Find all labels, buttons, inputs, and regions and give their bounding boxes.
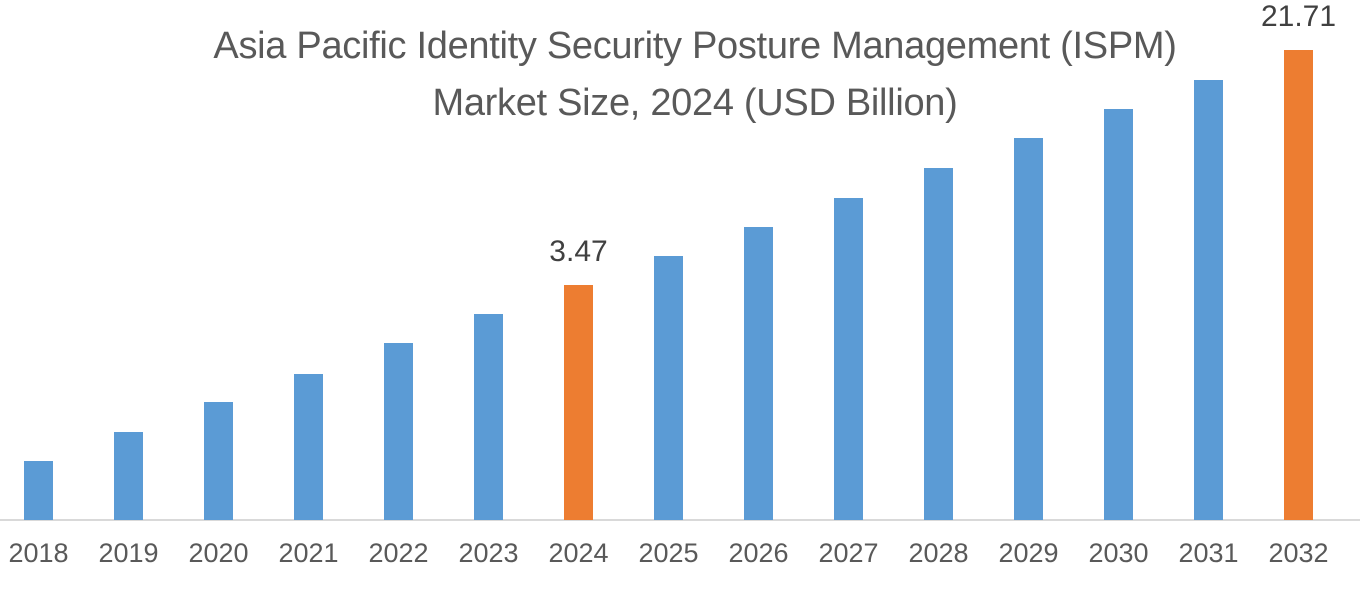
chart-title-line-2: Market Size, 2024 (USD Billion): [432, 82, 958, 124]
x-axis-label-2022: 2022: [368, 538, 429, 568]
x-axis-label-2032: 2032: [1268, 538, 1329, 568]
bar-2030: [1104, 109, 1133, 520]
bar-2025: [654, 256, 683, 520]
x-axis-label-2018: 2018: [8, 538, 69, 568]
x-axis-label-2028: 2028: [908, 538, 969, 568]
x-axis-label-2031: 2031: [1178, 538, 1239, 568]
bar-2027: [834, 198, 863, 520]
chart-title: Asia Pacific Identity Security Posture M…: [0, 18, 1360, 132]
bar-2028: [924, 168, 953, 520]
x-axis-label-2025: 2025: [638, 538, 699, 568]
x-axis-label-2026: 2026: [728, 538, 789, 568]
chart-title-line-1: Asia Pacific Identity Security Posture M…: [213, 25, 1177, 67]
x-axis-label-2019: 2019: [98, 538, 159, 568]
x-axis-label-2020: 2020: [188, 538, 249, 568]
bar-2021: [294, 374, 323, 520]
bar-2031: [1194, 80, 1223, 520]
bar-value-label-2032: 21.71: [1260, 0, 1337, 33]
x-axis-label-2027: 2027: [818, 538, 879, 568]
x-axis-label-2023: 2023: [458, 538, 519, 568]
bar-2020: [204, 402, 233, 520]
bar-2024: [564, 285, 593, 520]
x-axis-label-2029: 2029: [998, 538, 1059, 568]
x-axis-label-2024: 2024: [548, 538, 609, 568]
bar-2029: [1014, 138, 1043, 520]
x-axis-line: [0, 519, 1360, 521]
bar-2019: [114, 432, 143, 520]
bar-value-label-2024: 3.47: [549, 235, 608, 268]
bar-2018: [24, 461, 53, 520]
bar-2032: [1284, 50, 1313, 520]
bar-2022: [384, 343, 413, 520]
x-axis-label-2030: 2030: [1088, 538, 1149, 568]
bar-2026: [744, 227, 773, 520]
x-axis-label-2021: 2021: [278, 538, 339, 568]
bar-2023: [474, 314, 503, 520]
